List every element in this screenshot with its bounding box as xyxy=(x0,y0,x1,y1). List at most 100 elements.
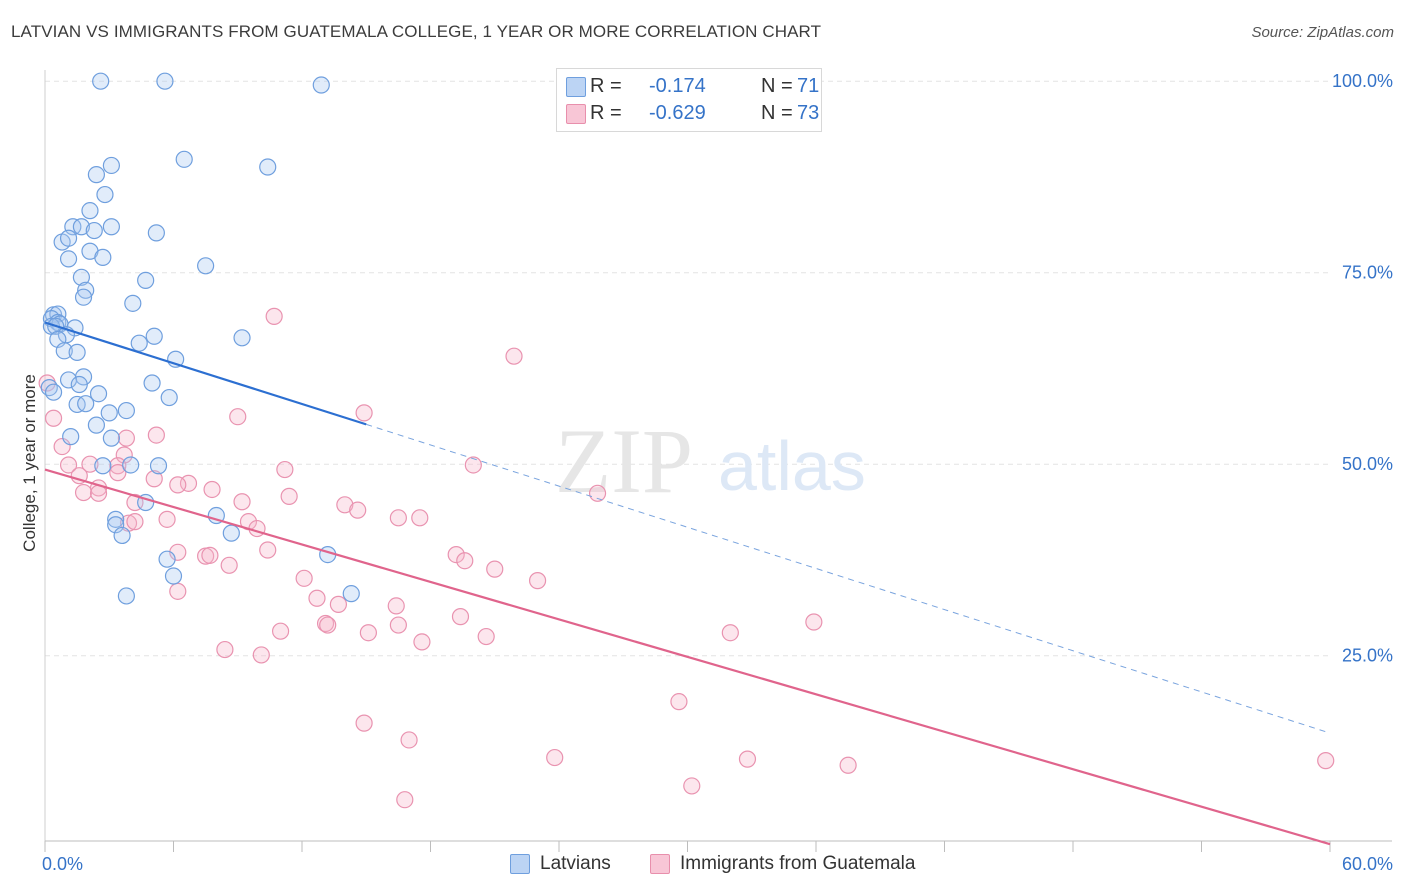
blue-point xyxy=(137,271,155,289)
pink-point xyxy=(588,484,607,502)
pink-point xyxy=(389,509,407,527)
pink-point xyxy=(486,560,504,578)
blue-point xyxy=(92,72,110,90)
pink-point xyxy=(308,589,326,607)
blue-point xyxy=(233,329,251,347)
pink-point xyxy=(411,509,429,527)
grid-lines xyxy=(45,80,1330,657)
blue-point xyxy=(312,76,330,94)
blue-point xyxy=(72,218,91,236)
pink-point xyxy=(271,622,290,640)
blue-series-points xyxy=(40,72,360,605)
pink-point xyxy=(389,616,407,634)
pink-point xyxy=(44,409,63,427)
watermark-zip: ZIP xyxy=(555,410,693,512)
x-tick-label-max: 60.0% xyxy=(1342,854,1393,874)
blue-point xyxy=(207,506,225,525)
blue-point xyxy=(59,229,78,247)
n-label: N = xyxy=(761,75,793,97)
pink-point xyxy=(336,496,354,514)
blue-point xyxy=(149,457,168,475)
blue-point xyxy=(44,383,63,401)
blue-point xyxy=(68,395,86,414)
pink-point xyxy=(505,347,523,365)
pink-point xyxy=(74,483,93,502)
pink-point xyxy=(349,501,367,519)
pink-point xyxy=(201,546,219,564)
n-label: N = xyxy=(761,102,793,124)
blue-point xyxy=(147,224,165,242)
blue-point xyxy=(70,375,88,394)
pink-point xyxy=(738,750,757,768)
pink-point xyxy=(387,597,405,615)
blue-point xyxy=(160,388,178,407)
watermark-atlas: atlas xyxy=(718,427,866,505)
pink-point xyxy=(528,572,547,590)
pink-point xyxy=(280,487,298,505)
blue-point xyxy=(55,342,73,360)
blue-point xyxy=(94,248,112,266)
pink-point xyxy=(276,460,294,479)
blue-point xyxy=(89,385,108,403)
pink-point xyxy=(359,624,377,642)
blue-point xyxy=(222,524,240,542)
y-tick-label: 50.0% xyxy=(1342,454,1393,474)
blue-point xyxy=(107,516,125,534)
pink-trend-line xyxy=(44,468,1331,846)
blue-point xyxy=(102,218,120,236)
blue-point xyxy=(102,156,120,175)
pink-point xyxy=(477,627,495,646)
pink-point xyxy=(295,569,313,587)
pink-point xyxy=(670,693,688,711)
pink-point xyxy=(252,646,270,664)
blue-point xyxy=(72,268,91,286)
tick-labels: 25.0% 50.0% 75.0% 100.0% 0.0% 60.0% xyxy=(42,71,1393,874)
legend-swatch-blue xyxy=(510,854,530,874)
blue-point xyxy=(87,166,106,184)
axes xyxy=(44,70,1392,852)
blue-point xyxy=(259,158,277,176)
pink-point xyxy=(456,552,474,570)
pink-point xyxy=(447,545,465,564)
watermark: ZIP atlas xyxy=(555,410,866,512)
pink-point xyxy=(145,470,163,488)
trend-lines xyxy=(44,321,1331,846)
pink-point xyxy=(413,633,431,651)
pink-point xyxy=(220,556,238,574)
blue-point xyxy=(113,526,131,545)
pink-point xyxy=(233,493,251,511)
blue-point xyxy=(100,404,118,422)
blue-point xyxy=(62,428,80,446)
blue-point xyxy=(94,457,112,475)
pink-point xyxy=(400,731,418,749)
pink-point xyxy=(59,456,78,474)
blue-point xyxy=(117,401,135,420)
pink-point xyxy=(683,777,701,795)
pink-point xyxy=(259,541,277,559)
blue-point xyxy=(143,374,161,392)
pink-point xyxy=(81,455,99,473)
blue-point xyxy=(68,343,86,361)
pink-point xyxy=(265,307,283,325)
y-tick-label: 75.0% xyxy=(1342,263,1393,283)
blue-point xyxy=(107,510,125,528)
blue-point xyxy=(130,334,148,352)
blue-point xyxy=(156,72,174,90)
pink-point xyxy=(355,404,373,422)
legend-label-guatemala: Immigrants from Guatemala xyxy=(680,853,916,874)
blue-point xyxy=(164,567,183,585)
pink-point xyxy=(721,624,739,642)
pink-point xyxy=(229,408,247,426)
pink-point xyxy=(115,446,133,464)
pink-point xyxy=(839,756,857,774)
y-tick-label: 25.0% xyxy=(1342,646,1393,666)
blue-swatch xyxy=(566,77,586,97)
legend-swatch-pink xyxy=(650,854,670,874)
n-value: 73 xyxy=(797,102,820,124)
r-label: R = xyxy=(590,75,622,97)
pink-point xyxy=(169,543,187,561)
pink-point xyxy=(805,613,823,631)
source-label: Source: ZipAtlas.com xyxy=(1251,24,1394,41)
pink-point xyxy=(329,595,348,613)
